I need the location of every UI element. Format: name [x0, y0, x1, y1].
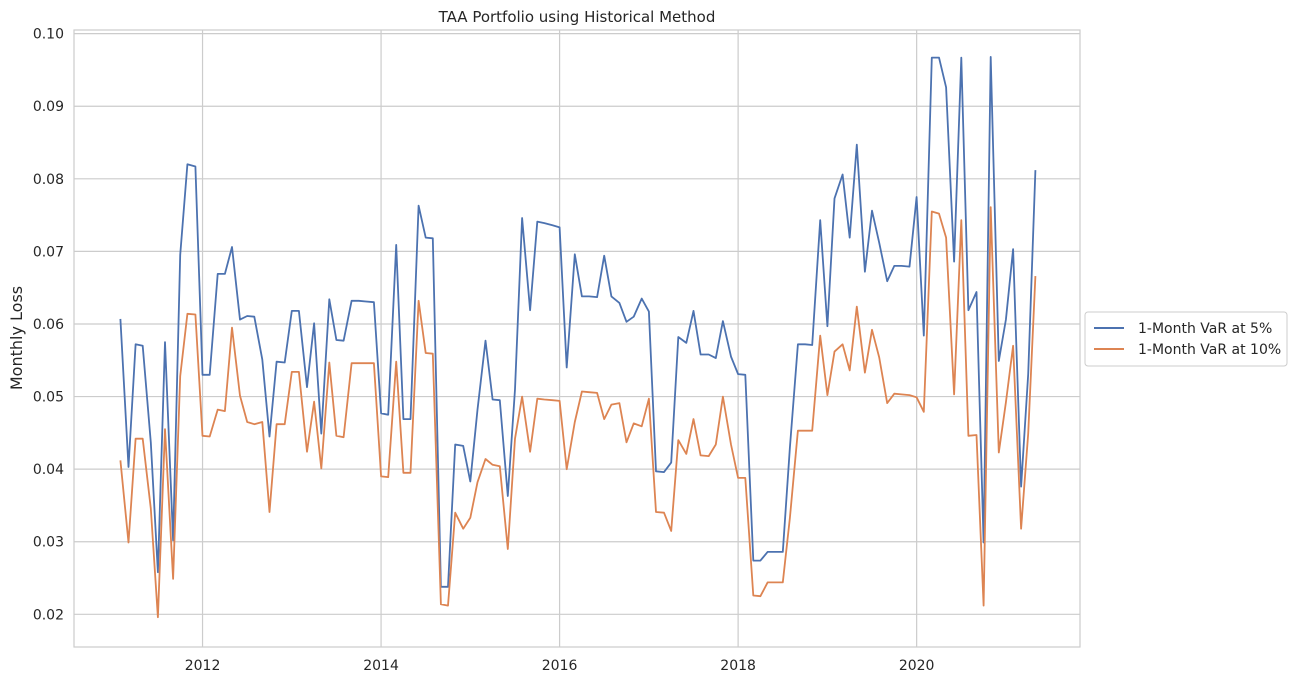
x-tick-label: 2018	[720, 658, 756, 674]
legend-box	[1084, 311, 1288, 367]
y-tick-label: 0.03	[33, 535, 64, 551]
y-axis-label: Monthly Loss	[7, 286, 26, 390]
legend: 1-Month VaR at 5% 1-Month VaR at 10%	[1084, 311, 1288, 367]
x-tick-label: 2012	[185, 658, 221, 674]
y-tick-label: 0.04	[33, 462, 64, 478]
x-tick-label: 2016	[542, 658, 578, 674]
y-tick-label: 0.05	[33, 390, 64, 406]
y-tick-label: 0.06	[33, 317, 64, 333]
series-lines	[119, 56, 1037, 619]
y-tick-label: 0.08	[33, 172, 64, 188]
x-tick-label: 2020	[899, 658, 935, 674]
y-tick-label: 0.02	[33, 607, 64, 623]
y-axis-ticks: 0.02 0.03 0.04 0.05 0.06 0.07 0.08 0.09 0.10	[33, 27, 64, 624]
series-line-var-10	[119, 206, 1037, 619]
y-tick-label: 0.09	[33, 99, 64, 115]
plot-frame	[73, 29, 1081, 648]
legend-label-var-5: 1-Month VaR at 5%	[1138, 321, 1272, 337]
series-line-var-5	[119, 56, 1037, 588]
legend-label-var-10: 1-Month VaR at 10%	[1138, 342, 1281, 358]
x-axis-ticks: 2012 2014 2016 2018 2020	[185, 658, 935, 674]
y-tick-label: 0.10	[33, 27, 64, 43]
x-tick-label: 2014	[363, 658, 399, 674]
y-tick-label: 0.07	[33, 244, 64, 260]
chart-title: TAA Portfolio using Historical Method	[438, 8, 716, 26]
grid-lines	[74, 30, 1080, 647]
